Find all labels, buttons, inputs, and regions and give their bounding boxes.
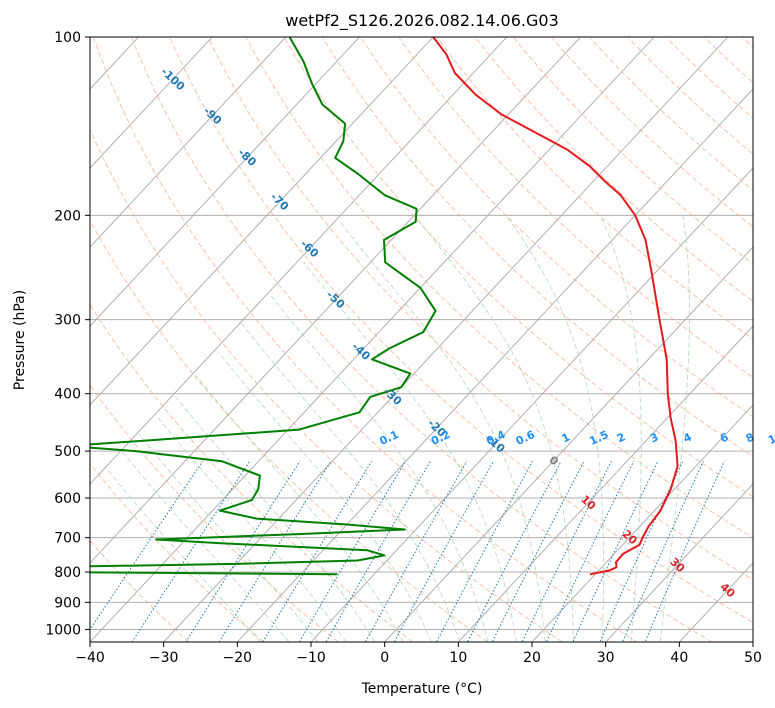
- moist-adiabat-line: [106, 468, 261, 642]
- dry-adiabat-line: [207, 37, 753, 581]
- isotherm-line: [605, 483, 753, 642]
- dry-adiabat-line: [284, 37, 753, 498]
- y-tick-label: 200: [54, 208, 81, 224]
- isotherm-line: [90, 37, 434, 406]
- moist-adiabat-line: [303, 262, 517, 642]
- dry-adiabat-line: [131, 37, 712, 642]
- isotherm-line: [531, 404, 753, 642]
- isotherm-line: [458, 325, 753, 642]
- x-tick-label: 20: [523, 650, 541, 666]
- y-tick-label: 800: [54, 565, 81, 581]
- mixing-ratio-line: [491, 460, 585, 642]
- dry-adiabat-line: [246, 37, 753, 539]
- isotherm-line: [90, 37, 581, 564]
- moist-adiabat-line: [338, 220, 546, 642]
- dry-adiabat-line: [90, 303, 414, 642]
- chart-title: wetPf2_S126.2026.082.14.06.G03: [285, 11, 559, 31]
- dry-adiabat-line: [513, 37, 753, 265]
- moist-adiabat-line: [414, 215, 575, 642]
- isotherm-line: [237, 88, 753, 642]
- moist-adiabat-line: [505, 215, 604, 642]
- mixing-ratio-line: [262, 460, 373, 642]
- moist-adiabat-line: [269, 294, 489, 642]
- dry-adiabat-line: [90, 539, 190, 642]
- dry-adiabat-line: [90, 462, 264, 642]
- mixing-ratio-line: [545, 460, 635, 642]
- mixing-ratio-line: [325, 460, 431, 642]
- dry-adiabat-line: [90, 384, 339, 642]
- y-tick-label: 100: [54, 30, 81, 46]
- x-tick-label: 50: [744, 650, 762, 666]
- x-tick-label: −10: [296, 650, 326, 666]
- dry-adiabat-line: [90, 128, 563, 642]
- y-tick-label: 300: [54, 313, 81, 329]
- moist-adiabat-line: [240, 322, 461, 642]
- x-tick-label: 30: [597, 650, 615, 666]
- y-tick-label: 500: [54, 444, 81, 460]
- mixing-ratio-line: [185, 460, 301, 642]
- dry-adiabat-line: [360, 37, 753, 418]
- mixing-ratio-line: [644, 460, 725, 642]
- x-tick-label: 10: [449, 650, 467, 666]
- x-tick-label: 40: [670, 650, 688, 666]
- mixing-ratio-line: [599, 460, 684, 642]
- dry-adiabat-line: [475, 37, 753, 302]
- x-axis-title: Temperature (°C): [361, 681, 483, 697]
- mixing-ratio-line: [131, 460, 251, 642]
- y-tick-label: 400: [54, 387, 81, 403]
- mixing-ratio-line: [393, 460, 494, 642]
- x-tick-label: −30: [149, 650, 179, 666]
- mixing-ratio-line: [364, 460, 468, 642]
- mixing-ratio-line: [621, 460, 704, 642]
- isotherm-line: [0, 37, 65, 642]
- plot-frame: [89, 36, 754, 643]
- moist-adiabat-line: [174, 395, 376, 642]
- moist-adiabat-line: [659, 215, 690, 642]
- axis-layer: −40 −30 −20 −10 0 10 20 30 40 50 100 200 300 400 500 60…: [45, 30, 762, 666]
- x-tick-label: 0: [380, 650, 389, 666]
- isotherm-line: [90, 37, 360, 327]
- dewpoint-profile-line: [90, 37, 437, 576]
- x-tick-label: −20: [223, 650, 253, 666]
- mixing-ratio-line: [298, 460, 406, 642]
- mixing-ratio-label: 10: [766, 429, 775, 447]
- profile-layer: [90, 37, 679, 576]
- isotherm-line: [90, 37, 213, 169]
- dry-adiabat-line: [398, 37, 753, 379]
- y-tick-label: 600: [54, 491, 81, 507]
- moist-adiabat-line: [121, 450, 290, 642]
- isotherm-line: [384, 246, 753, 642]
- dry-adiabat-line: [322, 37, 753, 457]
- y-tick-label: 1000: [45, 622, 81, 638]
- isotherm-line: [752, 641, 753, 642]
- mixing-ratio-line: [435, 460, 533, 642]
- moist-adiabat-line: [599, 215, 642, 642]
- x-tick-label: −40: [75, 650, 105, 666]
- mixing-ratio-line: [466, 460, 562, 642]
- isotherm-line: [163, 37, 729, 642]
- y-axis-title: Pressure (hPa): [12, 290, 28, 390]
- mixing-ratio-line: [572, 460, 659, 642]
- temperature-profile-line: [432, 37, 679, 576]
- y-tick-label: 900: [54, 595, 81, 611]
- isotherm-line: [90, 37, 287, 248]
- moist-adiabat-line: [217, 351, 432, 642]
- y-tick-label: 700: [54, 531, 81, 547]
- dry-adiabat-line: [589, 37, 753, 191]
- isotherm-line: [90, 37, 508, 485]
- plot-background: [90, 37, 753, 642]
- dry-adiabat-line: [93, 37, 638, 642]
- dry-adiabat-line: [169, 37, 753, 624]
